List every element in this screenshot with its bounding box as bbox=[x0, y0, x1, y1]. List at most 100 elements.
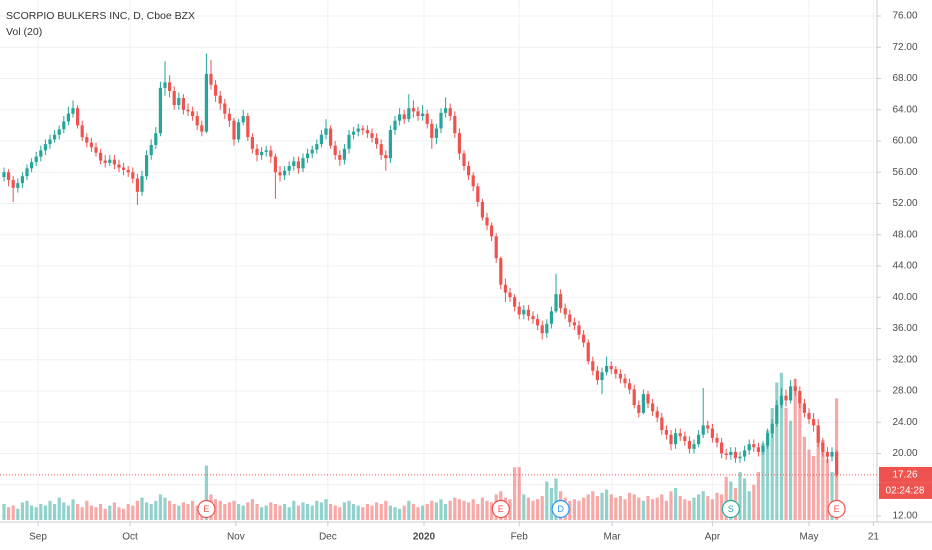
volume-bar bbox=[775, 382, 779, 520]
volume-bar bbox=[20, 502, 25, 520]
last-price-box bbox=[879, 466, 932, 483]
candle-body bbox=[766, 433, 770, 446]
y-tick-label: 36.00 bbox=[892, 323, 917, 334]
candle-body bbox=[2, 172, 6, 177]
volume-bar bbox=[674, 488, 678, 520]
candle-body bbox=[310, 149, 314, 154]
candle-body bbox=[269, 150, 273, 157]
candle-body bbox=[181, 98, 186, 110]
candle-body bbox=[223, 103, 227, 114]
candle-body bbox=[697, 434, 701, 445]
candle-body bbox=[563, 308, 567, 315]
candle-body bbox=[57, 129, 61, 135]
candle-body bbox=[324, 128, 328, 135]
volume-bar bbox=[416, 507, 420, 520]
candle-body bbox=[476, 186, 480, 202]
candle-body bbox=[7, 172, 11, 181]
candle-body bbox=[333, 145, 337, 156]
volume-bar bbox=[232, 500, 236, 520]
candle-body bbox=[34, 156, 38, 163]
volume-bar bbox=[623, 499, 627, 520]
candle-body bbox=[641, 394, 646, 413]
candle-body bbox=[646, 394, 650, 404]
candle-body bbox=[448, 108, 452, 116]
candle-body bbox=[329, 128, 333, 146]
candle-body bbox=[439, 112, 443, 129]
volume-bar bbox=[204, 465, 209, 520]
x-tick-label: May bbox=[800, 532, 819, 543]
last-price-label: 17.26 bbox=[892, 470, 917, 481]
candle-body bbox=[600, 372, 604, 381]
volume-bar bbox=[710, 499, 715, 520]
candle-body bbox=[375, 137, 379, 145]
volume-bar bbox=[830, 472, 834, 520]
volume-bar bbox=[609, 494, 613, 520]
candle-body bbox=[306, 153, 310, 159]
candle-body bbox=[388, 130, 393, 159]
volume-bar bbox=[407, 500, 411, 520]
candle-body bbox=[361, 128, 365, 131]
volume-bar bbox=[168, 500, 172, 520]
volume-bar bbox=[218, 500, 222, 520]
candle-body bbox=[692, 444, 696, 449]
candle-body bbox=[89, 142, 94, 148]
event-label: D bbox=[557, 504, 564, 514]
candle-body bbox=[683, 436, 687, 441]
candle-body bbox=[655, 411, 659, 418]
candle-body bbox=[743, 450, 747, 457]
volume-bar bbox=[480, 497, 485, 520]
volume-bar bbox=[135, 500, 140, 520]
candle-body bbox=[678, 433, 682, 437]
candle-body bbox=[241, 116, 245, 123]
candle-body bbox=[398, 114, 402, 121]
candle-body bbox=[292, 161, 296, 166]
event-label: E bbox=[498, 504, 504, 514]
x-tick-label: 2020 bbox=[413, 532, 436, 543]
volume-bar bbox=[448, 500, 452, 520]
candle-body bbox=[710, 428, 715, 438]
candle-body bbox=[103, 160, 107, 163]
candle-body bbox=[632, 389, 636, 406]
volume-bar bbox=[720, 494, 724, 520]
volume-bar bbox=[816, 427, 820, 520]
candle-body bbox=[554, 294, 558, 312]
volume-bar bbox=[356, 505, 360, 520]
volume-bar bbox=[269, 502, 273, 520]
volume-bar bbox=[53, 504, 57, 520]
candle-body bbox=[462, 153, 466, 166]
candle-body bbox=[480, 201, 485, 218]
volume-bar bbox=[388, 505, 393, 520]
volume-bar bbox=[526, 497, 531, 520]
candle-body bbox=[283, 170, 287, 176]
volume-bar bbox=[766, 430, 770, 520]
volume-bar bbox=[338, 507, 342, 520]
volume-bar bbox=[513, 467, 517, 520]
volume-bar bbox=[536, 499, 540, 520]
volume-bar bbox=[793, 379, 797, 520]
candle-body bbox=[338, 155, 342, 160]
candle-body bbox=[522, 309, 526, 315]
candle-body bbox=[821, 442, 825, 452]
event-label: E bbox=[834, 504, 840, 514]
candle-body bbox=[20, 176, 25, 184]
volume-bar bbox=[246, 502, 250, 520]
candle-body bbox=[365, 130, 370, 134]
volume-bar bbox=[181, 502, 186, 520]
volume-bar bbox=[393, 507, 397, 520]
candle-body bbox=[195, 116, 199, 126]
candle-body bbox=[384, 155, 388, 159]
volume-bar bbox=[62, 502, 66, 520]
volume-bar bbox=[825, 459, 830, 520]
candle-body bbox=[789, 386, 793, 401]
volume-bar bbox=[39, 504, 43, 520]
y-tick-label: 76.00 bbox=[892, 11, 917, 22]
volume-bar bbox=[669, 491, 673, 520]
candle-body bbox=[379, 144, 383, 156]
volume-bar bbox=[687, 500, 692, 520]
volume-bar bbox=[384, 500, 388, 520]
volume-bar bbox=[333, 505, 337, 520]
candle-body bbox=[747, 444, 751, 451]
volume-bar bbox=[306, 504, 310, 520]
candle-body bbox=[715, 437, 719, 443]
candle-body bbox=[108, 159, 112, 163]
